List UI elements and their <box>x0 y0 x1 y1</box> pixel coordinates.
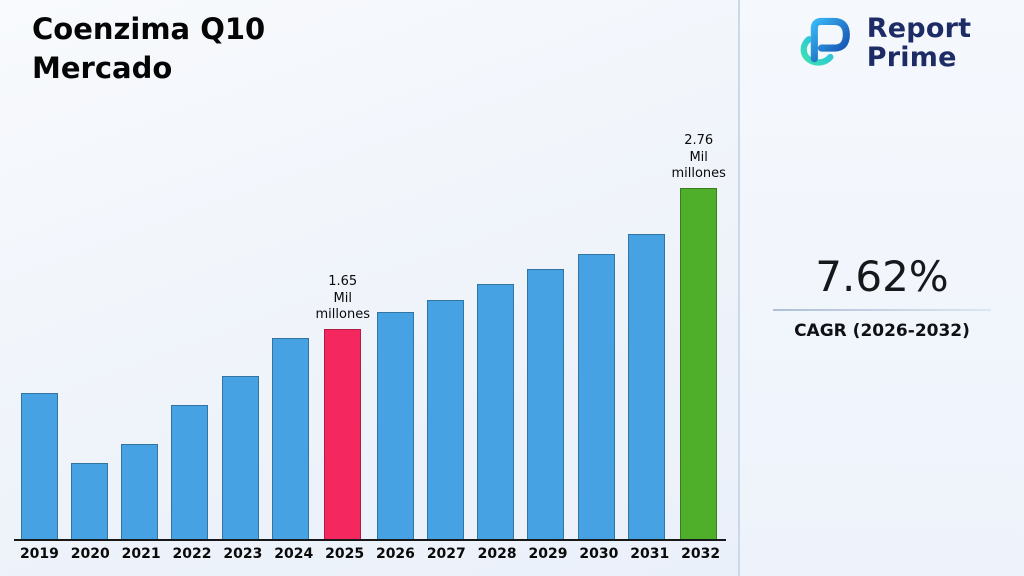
chart-x-axis-labels: 2019 2020 2021 2022 2023 2024 2025 2026 2027 2028… <box>14 546 726 562</box>
bar-2027 <box>426 300 464 539</box>
logo-text-line2: Prime <box>866 42 957 73</box>
bar-2030 <box>577 254 615 539</box>
bar-2021 <box>121 444 159 539</box>
bar-column-2028 <box>470 121 520 539</box>
vertical-divider <box>738 0 740 576</box>
bar-2026 <box>376 312 414 539</box>
bar-2024 <box>271 338 309 539</box>
bar-chart: 1.65 Mil millones 2.76 Mil millones 2019 2… <box>14 121 726 562</box>
bar-value-label-2025: 1.65 Mil millones <box>315 274 370 323</box>
bar-column-2024 <box>265 121 315 539</box>
bar-2025 <box>324 329 362 539</box>
bar-column-2026 <box>370 121 420 539</box>
cagr-underline <box>773 309 991 311</box>
x-axis-label-2022: 2022 <box>172 546 212 562</box>
x-axis-label-2023: 2023 <box>223 546 263 562</box>
x-axis-label-2019: 2019 <box>19 546 59 562</box>
x-axis-label-2029: 2029 <box>528 546 568 562</box>
right-panel: Report Prime 7.62% CAGR (2026-2032) <box>740 0 1024 576</box>
page-title-line2: Mercado <box>32 51 173 86</box>
cagr-block: 7.62% CAGR (2026-2032) <box>740 252 1024 341</box>
bar-column-2020 <box>64 121 114 539</box>
page-title-line1: Coenzima Q10 <box>32 12 266 46</box>
bar-2023 <box>221 376 259 539</box>
bar-column-2032: 2.76 Mil millones <box>671 121 726 539</box>
cagr-label: CAGR (2026-2032) <box>794 321 970 341</box>
bar-column-2025: 1.65 Mil millones <box>316 121 370 539</box>
bar-value-label-2032: 2.76 Mil millones <box>671 133 726 182</box>
bar-column-2030 <box>571 121 621 539</box>
x-axis-label-2028: 2028 <box>477 546 517 562</box>
bar-2028 <box>477 284 515 539</box>
bar-column-2019 <box>14 121 64 539</box>
x-axis-label-2032: 2032 <box>681 546 721 562</box>
chart-plot-area: 1.65 Mil millones 2.76 Mil millones <box>14 121 726 541</box>
x-axis-label-2020: 2020 <box>70 546 110 562</box>
logo-text-line1: Report <box>866 12 972 44</box>
report-prime-logo-icon <box>793 12 857 74</box>
bar-column-2023 <box>215 121 265 539</box>
bar-2022 <box>171 405 209 539</box>
x-axis-label-2030: 2030 <box>579 546 619 562</box>
x-axis-label-2025: 2025 <box>325 546 365 562</box>
x-axis-label-2027: 2027 <box>426 546 466 562</box>
bar-column-2027 <box>420 121 470 539</box>
bar-column-2031 <box>621 121 671 539</box>
bar-2020 <box>70 463 108 539</box>
x-axis-label-2021: 2021 <box>121 546 161 562</box>
page-title: Coenzima Q10 Mercado <box>32 10 265 88</box>
bar-2029 <box>527 269 565 539</box>
cagr-value: 7.62% <box>815 252 949 301</box>
bar-2032 <box>680 188 718 539</box>
x-axis-label-2031: 2031 <box>630 546 670 562</box>
bar-2019 <box>20 393 58 539</box>
report-prime-logo-text: Report Prime <box>867 14 971 72</box>
x-axis-label-2026: 2026 <box>375 546 415 562</box>
report-prime-logo: Report Prime <box>740 12 1024 74</box>
bar-column-2022 <box>165 121 215 539</box>
bar-column-2029 <box>521 121 571 539</box>
x-axis-label-2024: 2024 <box>274 546 314 562</box>
bar-column-2021 <box>115 121 165 539</box>
bar-2031 <box>627 234 665 539</box>
